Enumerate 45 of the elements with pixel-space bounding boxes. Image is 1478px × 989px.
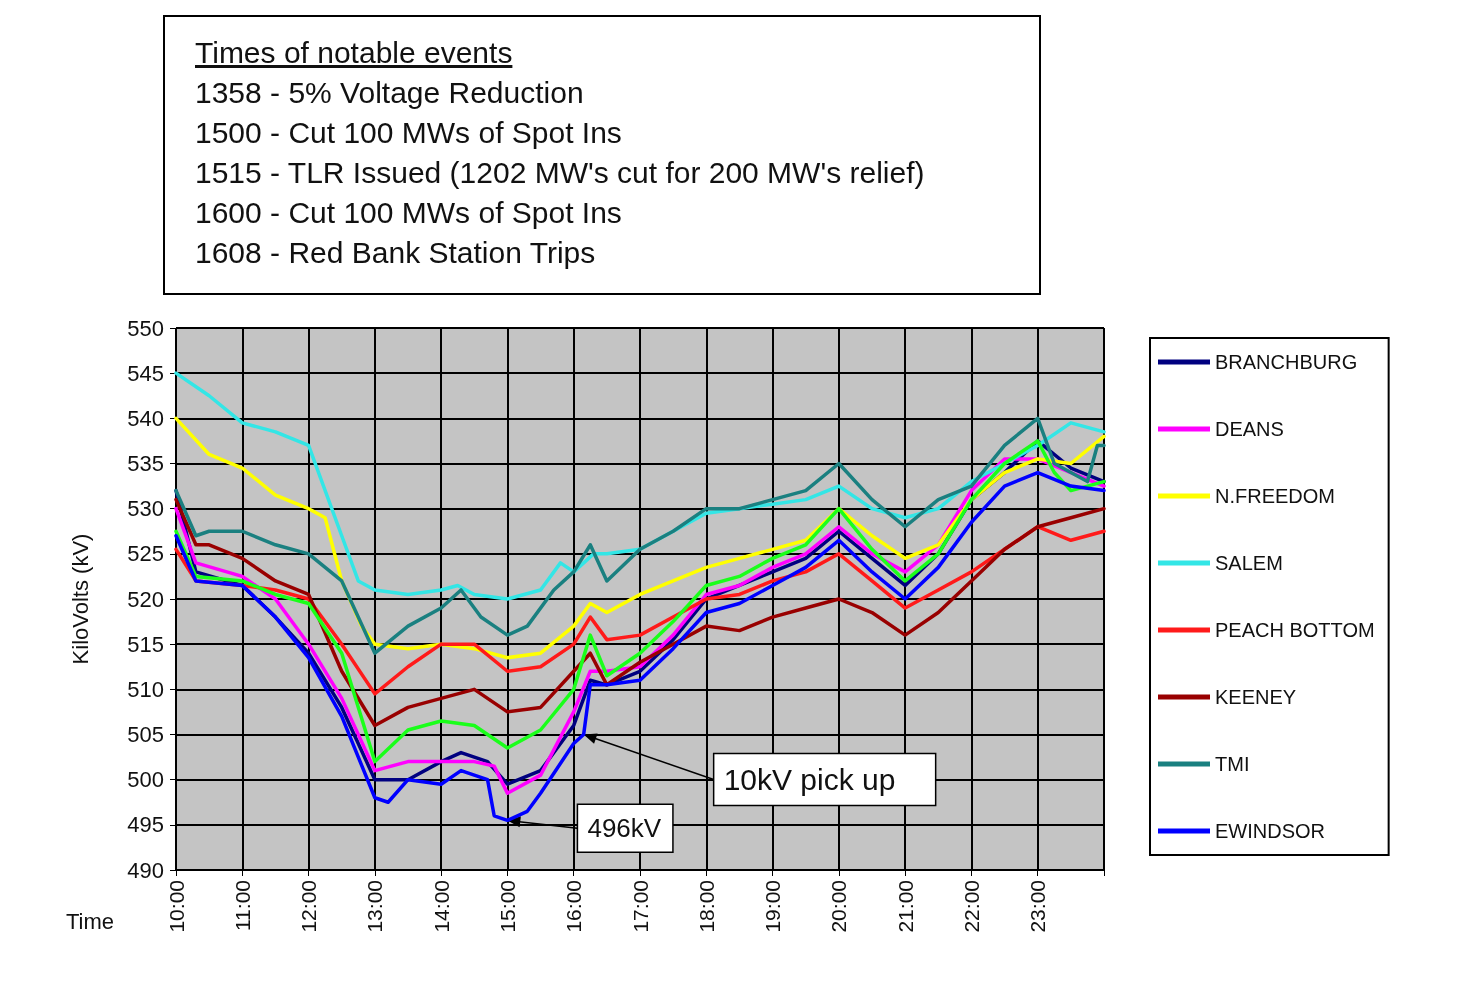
y-tick-label: 500 xyxy=(127,767,164,793)
legend-label: DEANS xyxy=(1215,418,1284,440)
text: 1600 - Cut 100 MWs of Spot Ins xyxy=(195,195,623,231)
text: 1358 - 5% Voltage Reduction xyxy=(195,75,585,111)
x-tick-label: 13:00 xyxy=(363,880,387,933)
y-tick-label: 495 xyxy=(127,812,164,838)
annotation: 10kV pick up xyxy=(723,763,896,796)
legend-label: TMI xyxy=(1215,753,1250,775)
y-axis-title: KiloVolts (kV) xyxy=(67,533,93,665)
x-tick-label: 16:00 xyxy=(562,880,586,933)
x-tick-label: 20:00 xyxy=(827,880,851,933)
y-tick-label: 490 xyxy=(127,857,164,883)
legend-label: N.FREEDOM xyxy=(1215,485,1335,507)
y-tick-label: 540 xyxy=(127,405,164,431)
x-tick-label: 22:00 xyxy=(959,880,983,933)
legend-label: SALEM xyxy=(1215,552,1283,574)
y-tick-label: 505 xyxy=(127,722,164,747)
y-tick-label: 525 xyxy=(127,541,164,567)
x-tick-label: 11:00 xyxy=(230,880,254,931)
y-tick-label: 520 xyxy=(127,586,164,612)
text: 1515 - TLR Issued (1202 MW's cut for 200 MW's relief) xyxy=(195,155,926,191)
chart-title: Times of notable events xyxy=(195,35,514,71)
x-tick-label: 19:00 xyxy=(761,880,785,933)
x-axis-title: Time xyxy=(66,908,115,934)
annotation: 496kV xyxy=(587,813,662,844)
y-tick-label: 535 xyxy=(127,451,164,476)
legend-label: PEACH BOTTOM xyxy=(1215,619,1375,641)
legend-label: BRANCHBURG xyxy=(1215,351,1358,373)
x-tick-label: 23:00 xyxy=(1026,880,1050,933)
legend-label: KEENEY xyxy=(1215,686,1297,708)
x-tick-label: 18:00 xyxy=(694,880,718,933)
x-tick-label: 10:00 xyxy=(164,880,188,933)
text: 1608 - Red Bank Station Trips xyxy=(195,235,597,271)
x-tick-label: 14:00 xyxy=(429,880,453,933)
x-tick-label: 17:00 xyxy=(628,880,652,933)
x-tick-label: 15:00 xyxy=(495,880,519,933)
y-tick-label: 530 xyxy=(127,496,164,522)
y-tick-label: 550 xyxy=(127,315,164,341)
x-tick-label: 12:00 xyxy=(297,880,321,933)
y-tick-label: 510 xyxy=(127,676,164,702)
y-tick-label: 515 xyxy=(127,631,164,657)
y-tick-label: 545 xyxy=(127,360,164,386)
x-tick-label: 21:00 xyxy=(893,880,917,933)
text: 1500 - Cut 100 MWs of Spot Ins xyxy=(195,115,623,151)
legend-label: EWINDSOR xyxy=(1215,820,1325,842)
